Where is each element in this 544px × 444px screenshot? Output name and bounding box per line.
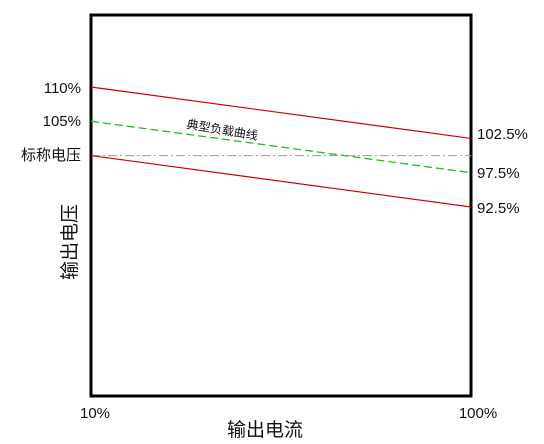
y-tick-label-110: 110% — [44, 80, 81, 97]
x-tick-label-10: 10% — [80, 405, 110, 422]
y-tick-label-nominal: 标称电压 — [21, 147, 81, 164]
right-label-92-5: 92.5% — [477, 200, 520, 217]
y-axis-title: 输出电压 — [59, 204, 81, 280]
upper-limit-line — [90, 86, 472, 140]
lower-limit-line — [90, 154, 472, 208]
typical-load-curve — [90, 120, 472, 174]
series-lines — [90, 86, 472, 208]
plot-frame — [89, 13, 473, 398]
x-axis-title: 输出电流 — [227, 419, 303, 441]
x-tick-label-100: 100% — [459, 405, 497, 422]
y-tick-label-105: 105% — [43, 113, 81, 130]
right-label-102-5: 102.5% — [477, 126, 528, 143]
right-label-97-5: 97.5% — [477, 165, 520, 182]
